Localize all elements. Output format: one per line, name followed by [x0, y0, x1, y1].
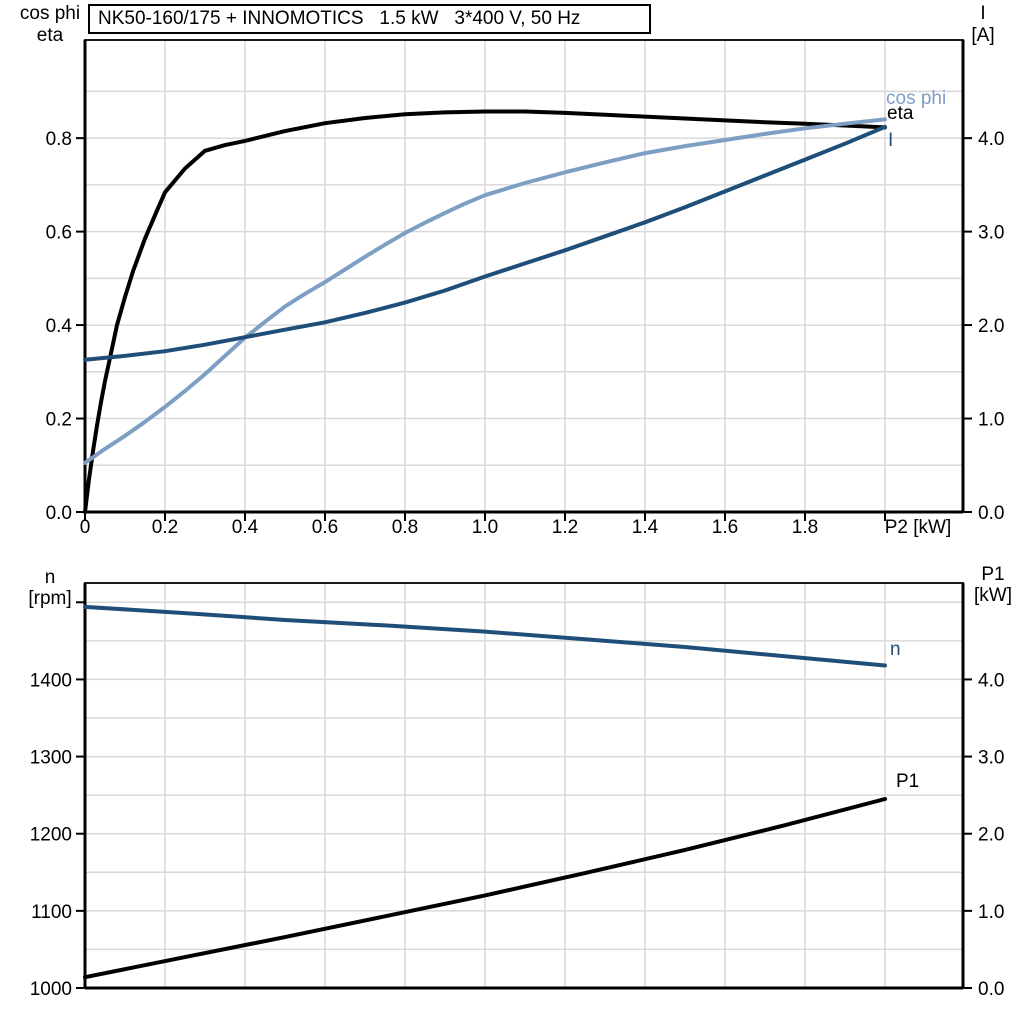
series-label-cos-phi: cos phi: [886, 88, 946, 109]
left-tick-label: 0.6: [46, 223, 72, 244]
left-tick-label: 1000: [30, 979, 72, 1000]
x-tick-label: 0.8: [392, 517, 418, 538]
right-tick-label: 3.0: [978, 748, 1004, 769]
top-left-axis-header-eta: eta: [36, 25, 64, 46]
series-label-P1: P1: [896, 771, 919, 792]
x-tick-label: 1.4: [632, 517, 659, 538]
left-tick-label: 1100: [31, 902, 72, 923]
right-tick-label: 0.0: [978, 979, 1004, 1000]
series-label-eta: eta: [887, 103, 914, 124]
bottom-left-axis-header-speed: n: [44, 567, 56, 588]
bottom-right-axis-header-p1: P1: [981, 564, 1005, 585]
bottom-left-axis-header-rpm-unit: [rpm]: [28, 588, 72, 609]
x-tick-label: 0.2: [152, 517, 178, 538]
right-tick-label: 3.0: [978, 223, 1004, 244]
x-tick-label: 1.0: [472, 517, 498, 538]
left-tick-label: 1300: [30, 748, 72, 769]
series-line-cos-phi: [83, 117, 887, 465]
series-line-n: [83, 604, 887, 668]
bottom-right-axis-header-kw-unit: [kW]: [974, 585, 1012, 606]
x-tick-label: 0.6: [312, 517, 338, 538]
x-axis-label: P2 [kW]: [885, 517, 952, 538]
left-tick-label: 1400: [30, 670, 72, 691]
right-tick-label: 1.0: [978, 902, 1004, 923]
series-label-I: I: [888, 130, 893, 151]
right-tick-label: 4.0: [978, 670, 1004, 691]
x-tick-label: 1.6: [712, 517, 738, 538]
top-left-axis-header-cos-phi: cos phi: [19, 3, 81, 24]
right-tick-label: 0.0: [978, 503, 1004, 524]
top-right-axis-header-current: I: [980, 3, 986, 24]
x-tick-label: 0.4: [232, 517, 259, 538]
left-tick-label: 0.2: [46, 410, 72, 431]
right-tick-label: 1.0: [978, 410, 1004, 431]
left-tick-label: 0.0: [46, 503, 72, 524]
series-line-eta: [83, 109, 887, 514]
left-tick-label: 0.4: [46, 316, 73, 337]
series-label-n: n: [890, 639, 901, 660]
x-tick-label: 1.2: [552, 517, 578, 538]
top-right-axis-header-ampere-unit: [A]: [971, 25, 995, 46]
plot-border: [84, 582, 964, 989]
x-tick-label: 1.8: [792, 517, 818, 538]
left-tick-label: 1200: [30, 825, 72, 846]
right-tick-label: 2.0: [978, 316, 1004, 337]
chart-title-box: NK50-160/175 + INNOMOTICS 1.5 kW 3*400 V…: [88, 4, 651, 34]
series-line-I: [83, 124, 887, 362]
left-tick-label: 0.8: [46, 129, 72, 150]
series-line-P1: [83, 797, 887, 980]
right-tick-label: 2.0: [978, 825, 1004, 846]
right-tick-label: 4.0: [978, 129, 1004, 150]
x-tick-label: 0: [80, 517, 91, 538]
